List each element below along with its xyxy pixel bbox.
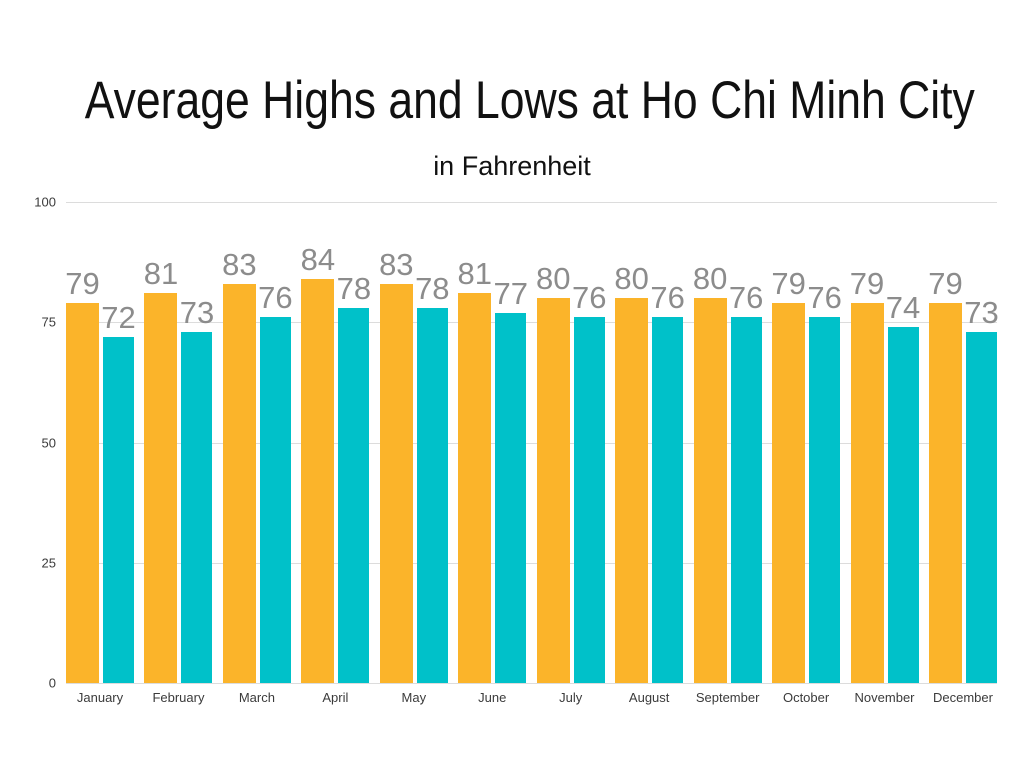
bar-group-august: 80 76 August	[614, 263, 685, 705]
bar-high-february: 81	[144, 258, 178, 683]
bar-group-october: 79 76 October	[771, 268, 842, 705]
bar-value-label-low-july: 76	[571, 280, 607, 316]
bar-group-april: 84 78 April	[301, 244, 371, 705]
bar-high-december: 79	[928, 268, 963, 683]
bar-high-april: 84	[301, 244, 335, 683]
bar-group-november: 79 74 November	[850, 268, 920, 705]
gridline-25	[66, 562, 997, 564]
plot-area: 0 25 50 75 100 79 72 January 81 73 February 83 76 Mar…	[34, 196, 999, 706]
bar-group-february: 81 73 February	[144, 258, 214, 705]
bar-low-february: 73	[180, 297, 214, 683]
gridline-100	[66, 202, 997, 203]
x-axis-label-march: March	[238, 690, 275, 705]
gridline-75	[66, 322, 997, 324]
bar-value-label-low-may: 78	[415, 270, 450, 306]
bar-group-june: 81 77 June	[458, 258, 528, 705]
bar-value-label-low-june: 77	[493, 275, 529, 311]
bar-value-label-low-december: 73	[964, 294, 999, 330]
gridline-0	[66, 683, 997, 684]
y-tick-label-50: 50	[41, 435, 56, 450]
bar-low-july: 76	[572, 282, 606, 683]
x-axis-label-june: June	[478, 690, 507, 705]
bar-value-label-low-august: 76	[650, 280, 685, 316]
bar-value-label-high-march: 83	[222, 246, 257, 282]
x-axis-label-october: October	[782, 690, 830, 705]
bar-low-march: 76	[258, 282, 293, 683]
bar-low-october: 76	[807, 282, 842, 683]
bar-low-december: 73	[964, 297, 999, 683]
y-tick-label-25: 25	[41, 555, 56, 571]
y-tick-label-100: 100	[34, 194, 56, 210]
bar-group-march: 83 76 March	[222, 249, 293, 705]
bar-value-label-high-august: 80	[614, 261, 649, 297]
x-axis-label-november: November	[854, 690, 915, 705]
chart-title: Average Highs and Lows at Ho Chi Minh Ci…	[0, 71, 1024, 130]
bar-low-june: 77	[494, 278, 528, 683]
bar-group-december: 79 73 December	[928, 268, 999, 705]
y-tick-label-75: 75	[41, 314, 56, 330]
bar-group-january: 79 72 January	[65, 268, 136, 705]
x-axis-label-august: August	[628, 690, 670, 705]
bar-high-july: 80	[536, 263, 570, 683]
bar-value-label-low-march: 76	[258, 280, 293, 316]
bar-value-label-high-january: 79	[65, 266, 100, 302]
bar-low-august: 76	[650, 282, 685, 683]
bar-value-label-high-december: 79	[928, 266, 963, 302]
bar-low-january: 72	[101, 302, 136, 683]
bar-high-may: 83	[379, 249, 414, 683]
bar-high-january: 79	[65, 268, 100, 683]
bar-value-label-high-february: 81	[143, 256, 179, 292]
bar-value-label-high-april: 84	[300, 241, 336, 277]
bar-value-label-low-january: 72	[101, 299, 136, 335]
x-axis-label-december: December	[933, 690, 993, 705]
x-axis-label-july: July	[559, 690, 583, 705]
bar-value-label-low-february: 73	[179, 294, 215, 330]
y-tick-label-0: 0	[48, 675, 56, 691]
bar-value-label-high-may: 83	[379, 246, 414, 282]
bar-high-august: 80	[614, 263, 649, 683]
bar-low-april: 78	[337, 273, 371, 683]
x-axis-label-may: May	[401, 690, 427, 705]
x-axis-label-january: January	[76, 690, 124, 705]
bar-high-october: 79	[771, 268, 806, 683]
bar-value-label-low-april: 78	[336, 270, 372, 306]
bar-value-label-low-november: 74	[885, 290, 921, 326]
bar-group-may: 83 78 May	[379, 249, 450, 705]
bar-high-june: 81	[458, 258, 492, 683]
bar-value-label-low-september: 76	[728, 280, 764, 316]
x-axis-label-september: September	[695, 690, 760, 705]
bar-value-label-high-july: 80	[535, 261, 571, 297]
bar-group-september: 80 76 September	[693, 263, 763, 705]
x-axis-label-february: February	[152, 690, 205, 705]
bar-value-label-high-june: 81	[457, 256, 493, 292]
bar-high-march: 83	[222, 249, 257, 683]
x-axis-label-april: April	[322, 690, 349, 705]
bar-value-label-high-november: 79	[849, 266, 885, 302]
chart-title-text: Average Highs and Lows at Ho Chi Minh Ci…	[84, 71, 975, 130]
bar-value-label-high-october: 79	[771, 266, 806, 302]
bar-group-july: 80 76 July	[536, 263, 606, 705]
gridline-50	[66, 442, 997, 444]
bar-high-november: 79	[850, 268, 884, 683]
bar-low-september: 76	[729, 282, 763, 683]
bar-value-label-low-october: 76	[807, 280, 842, 316]
bar-groups: 79 72 January 81 73 February 83 76 March 84 78 Apri…	[65, 202, 999, 705]
chart-subtitle: in Fahrenheit	[433, 151, 591, 181]
bar-value-label-high-september: 80	[692, 261, 728, 297]
bar-low-november: 74	[886, 292, 920, 683]
bar-high-september: 80	[693, 263, 727, 683]
bar-low-may: 78	[415, 273, 450, 683]
